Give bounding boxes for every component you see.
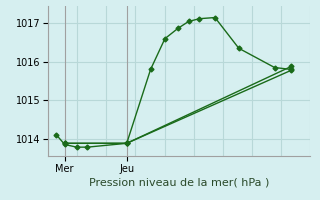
X-axis label: Pression niveau de la mer( hPa ): Pression niveau de la mer( hPa ) <box>89 178 269 188</box>
